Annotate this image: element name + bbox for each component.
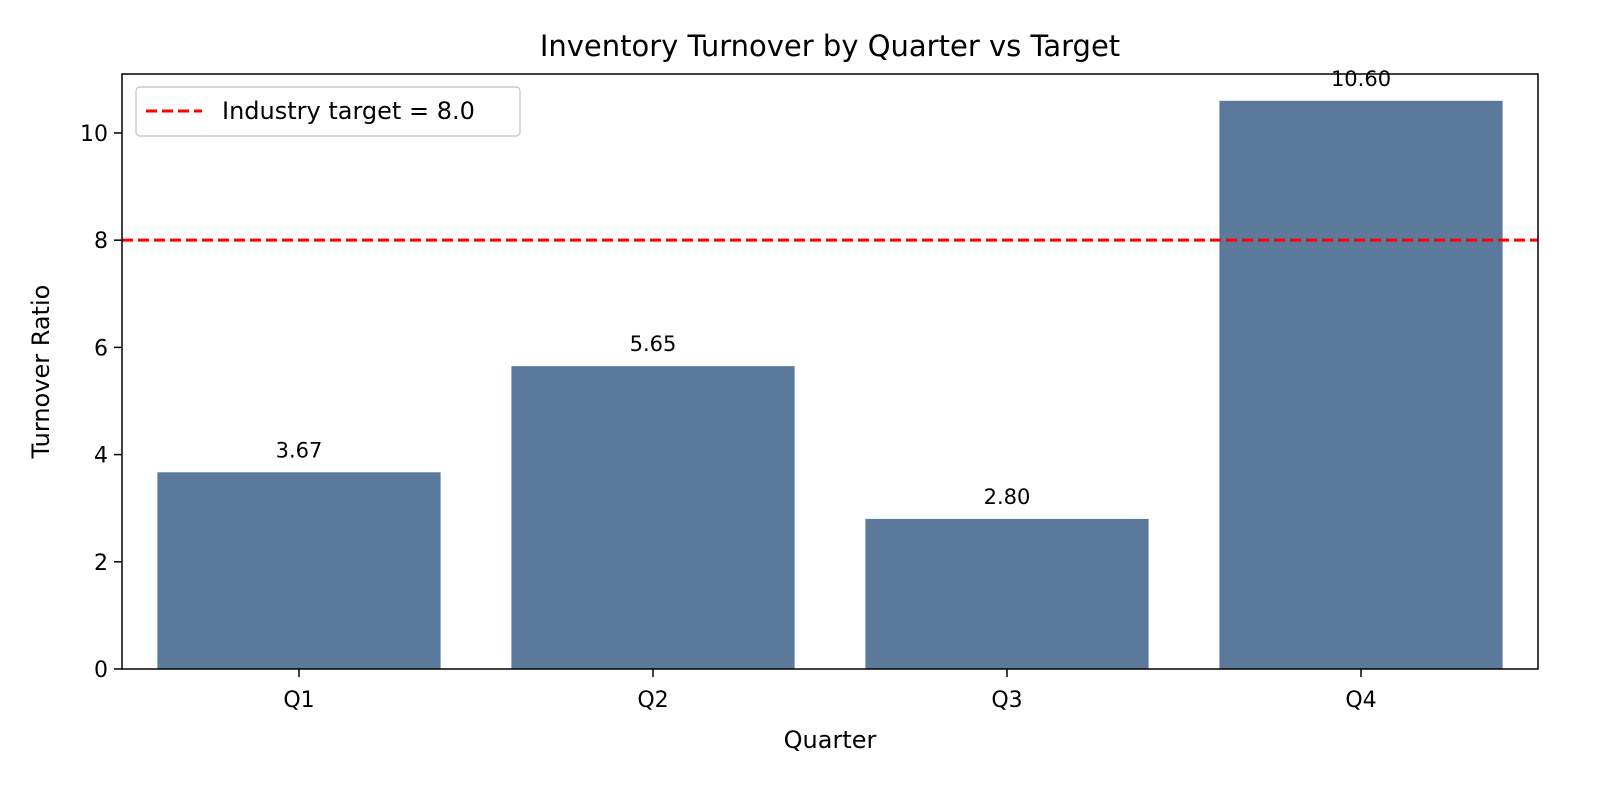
x-axis-label: Quarter [784, 726, 877, 754]
y-tick-label-6: 6 [94, 336, 108, 361]
y-tick-label-0: 0 [94, 658, 108, 683]
y-tick-label-10: 10 [80, 122, 108, 147]
axes-frame [121, 73, 1539, 670]
x-tick-label-q3: Q3 [991, 688, 1022, 713]
y-tick-label-8: 8 [94, 229, 108, 254]
data-label-q3: 2.80 [984, 485, 1031, 509]
data-label-q2: 5.65 [630, 332, 677, 356]
x-tick-label-q4: Q4 [1345, 688, 1376, 713]
y-tick-label-4: 4 [94, 444, 108, 469]
legend-box [135, 86, 521, 137]
bar-q4 [1219, 100, 1503, 669]
bar-q3 [865, 518, 1149, 669]
y-axis-label: Turnover Ratio [27, 285, 55, 460]
data-label-q4: 10.60 [1331, 67, 1391, 91]
x-tick-label-q1: Q1 [283, 688, 314, 713]
x-tick-label-q2: Q2 [637, 688, 668, 713]
bar-q2 [511, 366, 795, 669]
chart-title: Inventory Turnover by Quarter vs Target [540, 29, 1120, 63]
legend-label-target: Industry target = 8.0 [222, 97, 475, 125]
y-tick-label-2: 2 [94, 551, 108, 576]
plot-area: 3.67 Q1 5.65 Q2 2.80 Q3 10.60 Q4 0 2 4 6 8 10 [80, 67, 1539, 713]
data-label-q1: 3.67 [276, 438, 323, 462]
legend: Industry target = 8.0 [135, 86, 521, 137]
bar-q1 [157, 472, 441, 669]
